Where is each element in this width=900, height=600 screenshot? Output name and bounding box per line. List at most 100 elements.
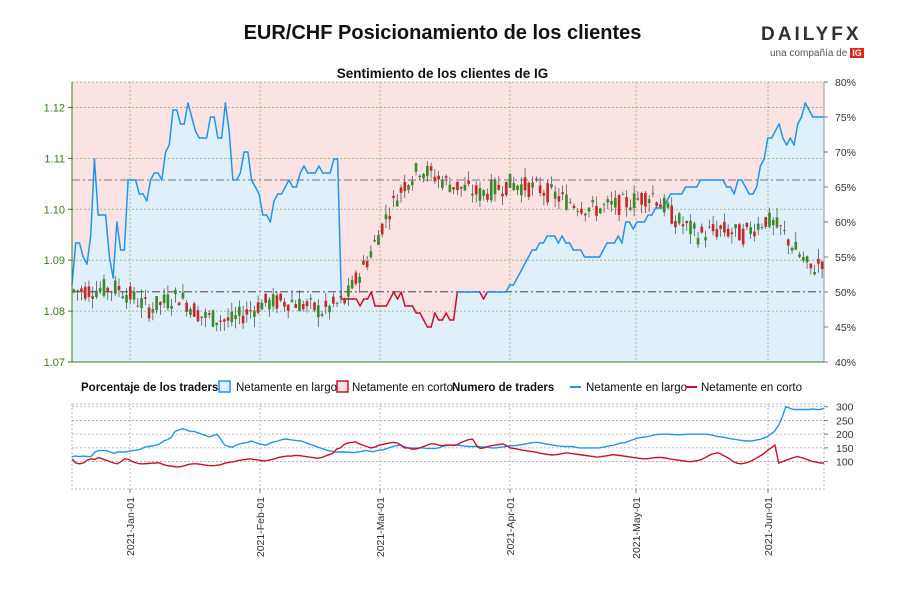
price-candles [72, 161, 824, 332]
candle-body [738, 224, 741, 241]
candle-body [606, 199, 610, 203]
sentiment-segment [774, 123, 780, 132]
candle-body [568, 202, 572, 204]
sentiment-segment [452, 291, 459, 321]
candle-body [820, 261, 824, 269]
date-axis: 2021-Jan-01 2021-Feb-01 2021-Mar-01 2021-Ap… [125, 489, 775, 559]
sentiment-segment [479, 291, 485, 300]
sentiment-segment [370, 291, 376, 307]
candle-body [328, 305, 331, 313]
candle-body [343, 298, 346, 304]
candle-body [207, 313, 211, 315]
candle-body [561, 192, 564, 195]
candle-body [692, 223, 696, 229]
candle-body [602, 204, 606, 206]
candle-body [219, 320, 222, 322]
candle-body [320, 314, 324, 316]
candle-body [166, 294, 170, 309]
date-tick-label: 2021-Jun-01 [763, 497, 775, 556]
chart-title: EUR/CHF Posicionamiento de los clientes [243, 22, 642, 44]
candle-body [275, 295, 279, 309]
candle-body [429, 166, 433, 171]
candle-body [677, 213, 681, 224]
candle-body [610, 200, 613, 205]
sentiment-segment [190, 116, 197, 132]
sentiment-segment [561, 235, 567, 244]
candle-body [580, 208, 583, 214]
candle-body [741, 228, 745, 245]
percent-tick-label: 40% [835, 357, 856, 369]
candle-body [497, 184, 501, 190]
candle-body [286, 304, 290, 311]
candle-body [106, 287, 110, 293]
sentiment-segment [318, 165, 324, 174]
candle-body [753, 231, 756, 237]
candle-body [222, 319, 226, 322]
sentiment-segment [389, 291, 395, 300]
candle-body [802, 257, 805, 261]
candle-body [452, 187, 455, 190]
candle-body [192, 303, 196, 317]
sentiment-segment [157, 172, 163, 181]
sentiment-segment [355, 298, 361, 307]
candle-body [392, 195, 395, 198]
candle-body [414, 163, 418, 172]
candle-body [591, 200, 595, 203]
percent-tick-label: 80% [835, 77, 856, 89]
sentiment-segment [778, 123, 784, 139]
legend-percent-long-label: Netamente en largo [236, 382, 337, 394]
candle-body [636, 198, 640, 200]
sentiment-segment [269, 200, 275, 223]
sentiment-segment [755, 165, 762, 188]
candle-body [655, 202, 658, 206]
candle-body [482, 190, 486, 196]
candle-body [215, 322, 219, 326]
sentiment-segment [280, 186, 287, 195]
candle-body [140, 298, 143, 309]
logo-tagline-text: una compañía de [770, 48, 848, 59]
candle-body [301, 303, 305, 310]
sentiment-segment [183, 102, 189, 125]
candle-body [102, 279, 106, 296]
candle-body [249, 310, 252, 312]
sentiment-segment [643, 214, 649, 223]
sentiment-segment [505, 284, 511, 293]
candle-body [512, 183, 516, 191]
sentiment-segment [445, 312, 451, 321]
date-tick-label: 2021-Mar-01 [375, 497, 387, 557]
candle-body [644, 193, 647, 207]
candle-body [177, 302, 181, 306]
sentiment-segment [235, 172, 242, 181]
candle-body [407, 185, 410, 190]
sentiment-segment [785, 137, 792, 146]
sentiment-segment [108, 256, 114, 279]
chart-subtitle: Sentimiento de los clientes de IG [336, 66, 549, 81]
candle-body [358, 276, 361, 283]
sentiment-segment [617, 235, 623, 244]
percent-tick-label: 60% [835, 217, 856, 229]
candle-body [238, 306, 241, 316]
candle-body [662, 197, 666, 213]
candle-body [463, 184, 467, 191]
sentiment-segment [666, 193, 672, 202]
sentiment-segment [134, 179, 141, 195]
sentiment-segment [123, 179, 129, 251]
candle-body [527, 182, 531, 197]
sentiment-segment [86, 235, 92, 265]
candle-body [395, 200, 399, 207]
candle-body [98, 288, 102, 291]
traders-short-line [71, 438, 824, 468]
sentiment-segment [482, 291, 489, 300]
sentiment-segment [430, 312, 436, 328]
sentiment-segment [303, 165, 309, 174]
candle-body [734, 224, 737, 229]
sentiment-segment [385, 298, 391, 307]
sentiment-segment [288, 179, 294, 188]
candle-body [422, 173, 425, 179]
candle-body [125, 295, 128, 303]
candle-body [95, 290, 98, 298]
ig-badge: IG [850, 48, 864, 58]
sentiment-segment [400, 291, 406, 307]
